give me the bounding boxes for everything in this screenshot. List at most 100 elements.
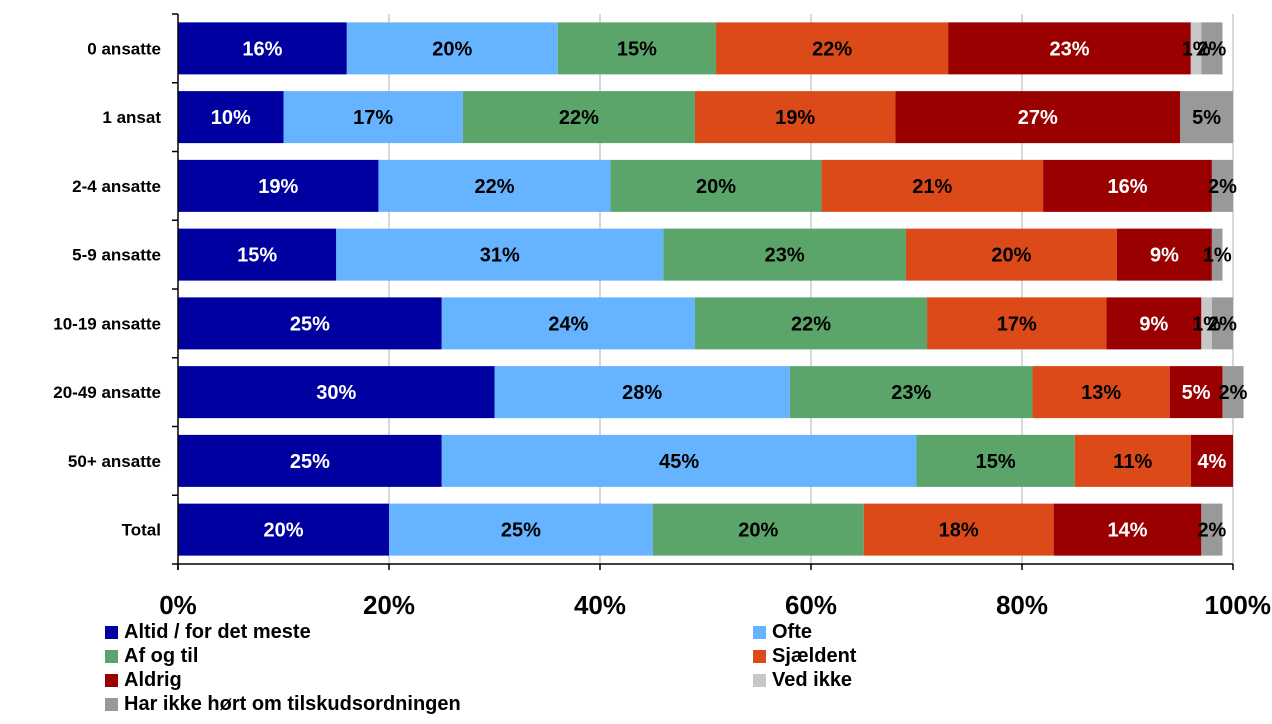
- bar-segment: [905, 228, 1117, 281]
- data-label: 2%: [1197, 38, 1226, 60]
- data-label: 23%: [1049, 38, 1089, 60]
- x-tick-label: 100%: [1205, 590, 1272, 620]
- data-label: 45%: [659, 451, 699, 473]
- data-label: 13%: [1081, 382, 1121, 404]
- data-label: 22%: [791, 313, 831, 335]
- category-label: 5-9 ansatte: [72, 246, 161, 265]
- legend-item: Ofte: [753, 621, 812, 643]
- bar-segment: [948, 22, 1191, 75]
- legend-item: Ved ikke: [753, 669, 852, 691]
- legend-item: Altid / for det meste: [105, 621, 311, 643]
- bar-segment: [441, 434, 917, 487]
- data-label: 25%: [290, 313, 330, 335]
- data-label: 18%: [939, 520, 979, 542]
- category-label: 10-19 ansatte: [53, 314, 161, 333]
- bar-segment: [610, 159, 822, 212]
- bar-segment: [178, 366, 495, 419]
- data-label: 23%: [765, 245, 805, 267]
- data-label: 1%: [1182, 38, 1211, 60]
- bar-segment: [694, 91, 896, 144]
- data-label: 20%: [696, 176, 736, 198]
- data-label: 22%: [474, 176, 514, 198]
- bar-segment: [283, 91, 463, 144]
- data-label: 16%: [1107, 176, 1147, 198]
- bar-segment: [178, 434, 442, 487]
- category-label: 50+ ansatte: [68, 452, 161, 471]
- legend-item: Har ikke hørt om tilskudsordningen: [105, 693, 461, 715]
- data-label: 27%: [1018, 107, 1058, 129]
- bar-segment: [1190, 434, 1233, 487]
- bar-segment: [1211, 297, 1233, 350]
- bar-segment: [1211, 228, 1223, 281]
- bar-segment: [821, 159, 1044, 212]
- bar-segment: [462, 91, 695, 144]
- data-label: 23%: [891, 382, 931, 404]
- category-label: 0 ansatte: [87, 39, 161, 58]
- category-label: 20-49 ansatte: [53, 383, 161, 402]
- bar-segment: [1043, 159, 1212, 212]
- legend: Altid / for det meste Ofte Af og til Sjælde…: [105, 621, 1205, 721]
- bar-segment: [1190, 22, 1202, 75]
- legend-label: Altid / for det meste: [124, 620, 311, 643]
- bar-segment: [1053, 503, 1202, 556]
- legend-item: Aldrig: [105, 669, 182, 691]
- data-label: 2%: [1219, 382, 1248, 404]
- bar-segment: [178, 22, 347, 75]
- bar-segment: [1106, 297, 1202, 350]
- bar-segment: [336, 228, 664, 281]
- legend-label: Ved ikke: [772, 668, 853, 691]
- x-tick-label: 40%: [574, 590, 626, 620]
- data-label: 30%: [316, 382, 356, 404]
- data-label: 15%: [617, 38, 657, 60]
- bar-segment: [716, 22, 949, 75]
- legend-swatch: [105, 697, 118, 711]
- category-label: Total: [122, 521, 161, 540]
- data-label: 10%: [211, 107, 251, 129]
- data-label: 2%: [1197, 520, 1226, 542]
- data-label: 31%: [480, 245, 520, 267]
- bar-segment: [389, 503, 653, 556]
- bar-segment: [652, 503, 864, 556]
- x-tick-label: 0%: [159, 590, 197, 620]
- bar-segment: [789, 366, 1033, 419]
- legend-label: Sjældent: [772, 644, 857, 667]
- data-label: 17%: [997, 313, 1037, 335]
- x-tick-label: 60%: [785, 590, 837, 620]
- data-label: 15%: [237, 245, 277, 267]
- data-label: 22%: [559, 107, 599, 129]
- bar-segment: [1116, 228, 1212, 281]
- bar-segment: [1201, 22, 1223, 75]
- data-label: 25%: [290, 451, 330, 473]
- data-label: 1%: [1203, 245, 1232, 267]
- legend-item: Sjældent: [753, 645, 856, 667]
- data-label: 24%: [548, 313, 588, 335]
- bar-segment: [927, 297, 1107, 350]
- bar-segment: [178, 91, 284, 144]
- bar-segment: [1032, 366, 1170, 419]
- data-label: 25%: [501, 520, 541, 542]
- bar-segment: [1201, 503, 1223, 556]
- bar-segment: [1074, 434, 1191, 487]
- legend-swatch: [753, 625, 766, 639]
- bar-segment: [916, 434, 1075, 487]
- data-label: 9%: [1150, 245, 1179, 267]
- legend-swatch: [753, 649, 766, 663]
- data-label: 19%: [258, 176, 298, 198]
- data-label: 19%: [775, 107, 815, 129]
- data-label: 9%: [1139, 313, 1168, 335]
- data-label: 22%: [812, 38, 852, 60]
- data-label: 5%: [1182, 382, 1211, 404]
- bar-segment: [178, 159, 379, 212]
- data-label: 1%: [1192, 313, 1221, 335]
- bar-segment: [178, 228, 337, 281]
- legend-swatch: [105, 649, 118, 663]
- x-tick-label: 20%: [363, 590, 415, 620]
- legend-label: Aldrig: [124, 668, 182, 691]
- legend-swatch: [105, 625, 118, 639]
- bar-segment: [663, 228, 906, 281]
- data-label: 20%: [991, 245, 1031, 267]
- data-label: 28%: [622, 382, 662, 404]
- bar-segment: [1169, 366, 1223, 419]
- legend-item: Af og til: [105, 645, 198, 667]
- data-label: 20%: [738, 520, 778, 542]
